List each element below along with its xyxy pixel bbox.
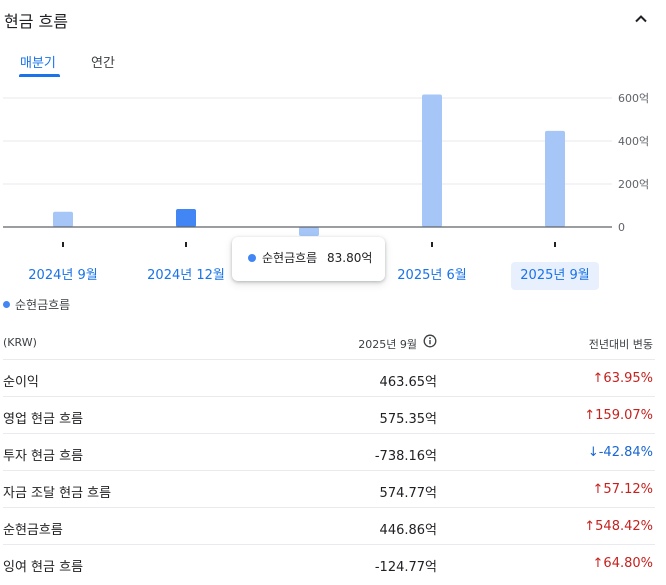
table-row: 잉여 현금 흐름 -124.77억 ↑64.80% xyxy=(3,545,655,582)
row-label: 잉여 현금 흐름 xyxy=(3,560,84,575)
row-value: 463.65억 xyxy=(379,375,437,390)
arrow-up-icon: ↑ xyxy=(592,482,604,497)
x-category-label[interactable]: 2024년 12월 xyxy=(147,268,225,283)
table-row: 자금 조달 현금 흐름 574.77억 ↑57.12% xyxy=(3,471,655,508)
tooltip-value: 83.80억 xyxy=(327,251,373,265)
change-header: 전년대비 변동 xyxy=(588,338,653,351)
arrow-up-icon: ↑ xyxy=(592,371,604,386)
row-label: 투자 현금 흐름 xyxy=(3,449,84,464)
bar[interactable] xyxy=(299,227,319,237)
period-header: 2025년 9월 xyxy=(358,338,417,351)
y-tick-label: 600억 xyxy=(618,92,649,105)
arrow-up-icon: ↑ xyxy=(592,556,604,571)
row-value: 446.86억 xyxy=(379,523,437,538)
arrow-up-icon: ↑ xyxy=(584,519,596,534)
chart-tooltip: 순현금흐름 83.80억 xyxy=(232,237,385,281)
row-change-value: 159.07% xyxy=(595,408,653,423)
row-value: 575.35억 xyxy=(379,412,437,427)
legend-label: 순현금흐름 xyxy=(15,298,71,312)
bar[interactable] xyxy=(422,94,442,227)
row-change-value: 57.12% xyxy=(603,482,653,497)
row-label: 순이익 xyxy=(3,375,39,390)
cash-flow-table: (KRW) 2025년 9월 전년대비 변동 순이익 463.65억 ↑63.95%… xyxy=(3,324,655,582)
row-value: -738.16억 xyxy=(374,449,437,464)
row-label: 영업 현금 흐름 xyxy=(3,412,84,427)
y-tick-label: 400억 xyxy=(618,135,649,148)
row-change: ↑57.12% xyxy=(593,482,653,497)
row-change-value: 64.80% xyxy=(603,556,653,571)
row-change: ↑64.80% xyxy=(593,556,653,571)
info-icon[interactable] xyxy=(423,334,437,348)
row-change: ↑63.95% xyxy=(593,371,653,386)
cash-flow-chart: 600억 400억 200억 0 xyxy=(3,92,649,247)
row-change-value: -42.84% xyxy=(598,445,653,460)
row-label: 자금 조달 현금 흐름 xyxy=(3,486,112,501)
chart-legend: 순현금흐름 xyxy=(3,296,70,313)
tab-quarterly[interactable]: 매분기 xyxy=(20,56,56,71)
x-category-label[interactable]: 2025년 6월 xyxy=(397,268,467,283)
table-row: 순현금흐름 446.86억 ↑548.42% xyxy=(3,508,655,545)
tooltip-series-dot xyxy=(248,254,256,262)
arrow-up-icon: ↑ xyxy=(584,408,596,423)
row-change: ↑548.42% xyxy=(584,519,653,534)
active-tab-indicator xyxy=(19,74,60,77)
row-value: -124.77억 xyxy=(374,560,437,575)
arrow-down-icon: ↓ xyxy=(587,445,599,460)
table-row: 순이익 463.65억 ↑63.95% xyxy=(3,360,655,397)
row-change-value: 63.95% xyxy=(603,371,653,386)
tab-annual[interactable]: 연간 xyxy=(91,56,115,71)
row-change-value: 548.42% xyxy=(595,519,653,534)
table-row: 투자 현금 흐름 -738.16억 ↓-42.84% xyxy=(3,434,655,471)
bar[interactable] xyxy=(53,211,73,227)
table-row: 영업 현금 흐름 575.35억 ↑159.07% xyxy=(3,397,655,434)
row-label: 순현금흐름 xyxy=(3,523,63,538)
y-tick-label: 0 xyxy=(618,221,625,234)
bar[interactable] xyxy=(545,130,565,227)
y-tick-label: 200억 xyxy=(618,178,649,191)
section-header: 현금 흐름 xyxy=(4,6,656,34)
tooltip-series-name: 순현금흐름 xyxy=(262,251,318,265)
x-category-label[interactable]: 2025년 9월 xyxy=(511,262,599,290)
row-change: ↓-42.84% xyxy=(588,445,653,460)
table-header: (KRW) 2025년 9월 전년대비 변동 xyxy=(3,324,655,360)
unit-header: (KRW) xyxy=(3,336,37,349)
row-change: ↑159.07% xyxy=(584,408,653,423)
chevron-up-icon[interactable] xyxy=(632,10,650,28)
x-category-label[interactable]: 2024년 9월 xyxy=(28,268,98,283)
section-title: 현금 흐름 xyxy=(4,12,68,31)
row-value: 574.77억 xyxy=(379,486,437,501)
legend-dot xyxy=(3,301,10,308)
table-body: 순이익 463.65억 ↑63.95% 영업 현금 흐름 575.35억 ↑159.07%… xyxy=(3,360,655,582)
bar[interactable] xyxy=(176,208,196,227)
